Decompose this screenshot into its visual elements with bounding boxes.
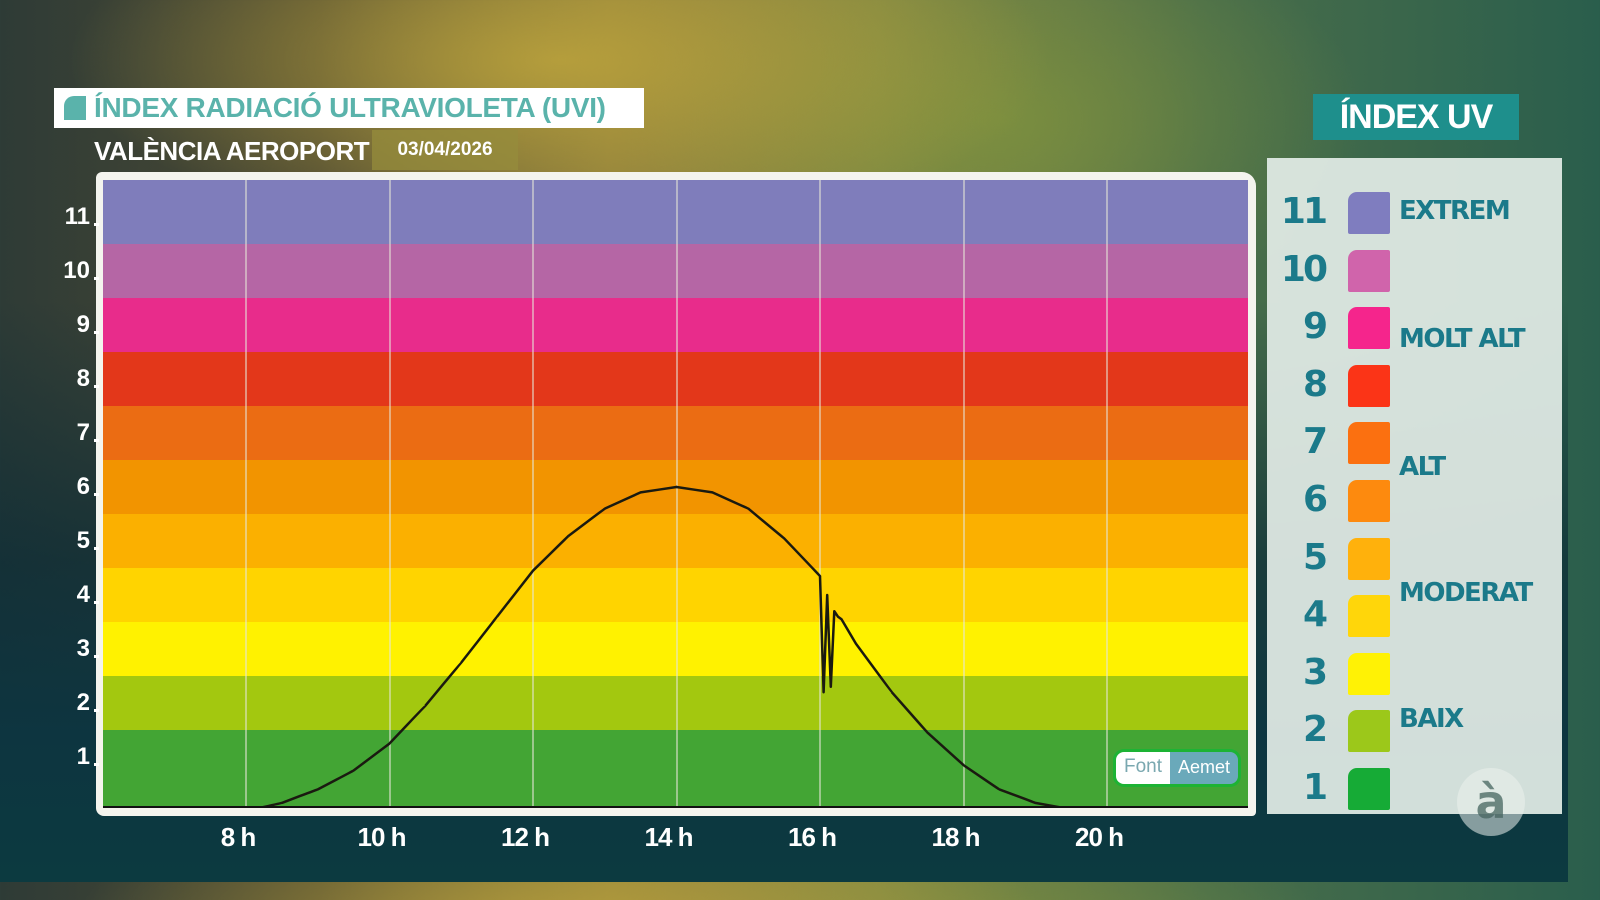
legend-level-number: 8 — [1302, 363, 1328, 405]
y-tick-label: 1 — [76, 743, 90, 770]
y-tick-mark — [94, 655, 99, 658]
legend-category-alt: ALT — [1399, 452, 1446, 482]
legend-category-extrem: EXTREM — [1399, 196, 1511, 226]
legend-color-swatch — [1348, 480, 1390, 522]
x-tick-label: 18 h — [931, 822, 980, 852]
source-label: Font — [1116, 752, 1171, 784]
station-name: VALÈNCIA AEROPORT — [94, 135, 370, 166]
vertical-gridline — [962, 180, 965, 808]
channel-logo: à — [1457, 768, 1525, 836]
chart-title-box: ÍNDEX RADIACIÓ ULTRAVIOLETA (UVI) — [54, 88, 644, 128]
legend-category-baix: BAIX — [1399, 704, 1464, 734]
legend-level-number: 9 — [1302, 306, 1328, 348]
legend-color-swatch — [1348, 364, 1390, 407]
legend-level-5: 5 — [1267, 536, 1562, 580]
x-tick-label: 16 h — [787, 822, 837, 852]
legend-color-swatch — [1348, 307, 1390, 350]
legend-level-8: 8 — [1267, 363, 1562, 407]
channel-logo-icon: à — [1475, 775, 1507, 829]
vertical-gridline — [245, 180, 247, 808]
legend-color-swatch — [1348, 652, 1390, 695]
y-tick-mark — [94, 763, 99, 766]
uv-series-line — [253, 485, 1071, 808]
y-tick-label: 2 — [76, 689, 90, 716]
legend-level-number: 5 — [1302, 536, 1328, 578]
y-tick-mark — [94, 493, 99, 496]
y-tick-label: 8 — [76, 365, 90, 392]
source-name: Aemet — [1170, 752, 1239, 784]
y-tick-label: 4 — [76, 581, 90, 608]
vertical-gridline — [532, 180, 534, 808]
uv-legend: EXTREM MOLT ALT ALT MODERAT BAIX 11 10 9 8 7… — [1267, 158, 1562, 814]
legend-level-1: 1 — [1267, 766, 1562, 810]
legend-color-swatch — [1348, 422, 1390, 465]
legend-level-number: 6 — [1302, 479, 1328, 520]
x-tick-label: 12 h — [500, 822, 550, 852]
y-tick-mark — [94, 277, 99, 280]
uv-line-chart — [103, 485, 1248, 808]
legend-level-2: 2 — [1267, 708, 1562, 753]
title-flag-icon — [64, 96, 86, 120]
source-badge: Font Aemet — [1116, 752, 1239, 784]
legend-color-swatch — [1348, 192, 1390, 234]
vertical-gridline — [819, 180, 821, 808]
x-tick-label: 20 h — [1074, 822, 1124, 852]
y-tick-mark — [94, 601, 99, 604]
y-tick-mark — [94, 709, 99, 712]
legend-level-number: 10 — [1280, 248, 1328, 290]
y-tick-label: 10 — [63, 257, 90, 284]
legend-color-swatch — [1348, 595, 1390, 638]
y-tick-label: 3 — [76, 635, 90, 662]
y-tick-mark — [94, 385, 99, 388]
legend-color-swatch — [1348, 249, 1390, 292]
legend-color-swatch — [1348, 537, 1390, 580]
legend-level-number: 1 — [1302, 767, 1328, 808]
legend-level-4: 4 — [1267, 593, 1562, 638]
x-tick-label: 14 h — [644, 822, 693, 852]
y-tick-mark — [94, 331, 99, 334]
plot-area — [103, 180, 1248, 808]
legend-title: ÍNDEX UV — [1313, 94, 1519, 140]
y-tick-label: 11 — [64, 203, 90, 230]
legend-level-9: 9 — [1267, 305, 1562, 350]
vertical-gridline — [675, 180, 678, 808]
legend-color-swatch — [1348, 768, 1390, 810]
legend-level-7: 7 — [1267, 420, 1562, 465]
legend-level-number: 11 — [1280, 191, 1328, 232]
y-tick-mark — [94, 439, 99, 442]
legend-level-3: 3 — [1267, 651, 1562, 695]
y-tick-label: 5 — [76, 527, 90, 554]
legend-level-6: 6 — [1267, 478, 1562, 522]
legend-level-number: 7 — [1302, 421, 1328, 463]
legend-category-molt-alt: MOLT ALT — [1399, 324, 1526, 354]
y-tick-mark — [94, 547, 99, 550]
date-label: 03/04/2026 — [372, 130, 518, 170]
vertical-gridline — [388, 180, 391, 808]
x-tick-label: 8 h — [220, 822, 257, 852]
vertical-gridline — [1106, 180, 1108, 808]
legend-category-moderat: MODERAT — [1399, 578, 1533, 608]
legend-level-number: 4 — [1302, 594, 1328, 636]
x-tick-label: 10 h — [357, 822, 406, 852]
legend-level-11: 11 — [1267, 190, 1562, 234]
chart-title: ÍNDEX RADIACIÓ ULTRAVIOLETA (UVI) — [94, 92, 606, 123]
legend-level-10: 10 — [1267, 248, 1562, 292]
y-tick-label: 9 — [76, 311, 90, 338]
legend-color-swatch — [1348, 710, 1390, 753]
y-tick-label: 6 — [76, 473, 90, 500]
y-tick-mark — [94, 223, 99, 226]
legend-level-number: 3 — [1302, 651, 1328, 693]
legend-level-number: 2 — [1302, 709, 1328, 751]
y-tick-label: 7 — [76, 419, 90, 446]
